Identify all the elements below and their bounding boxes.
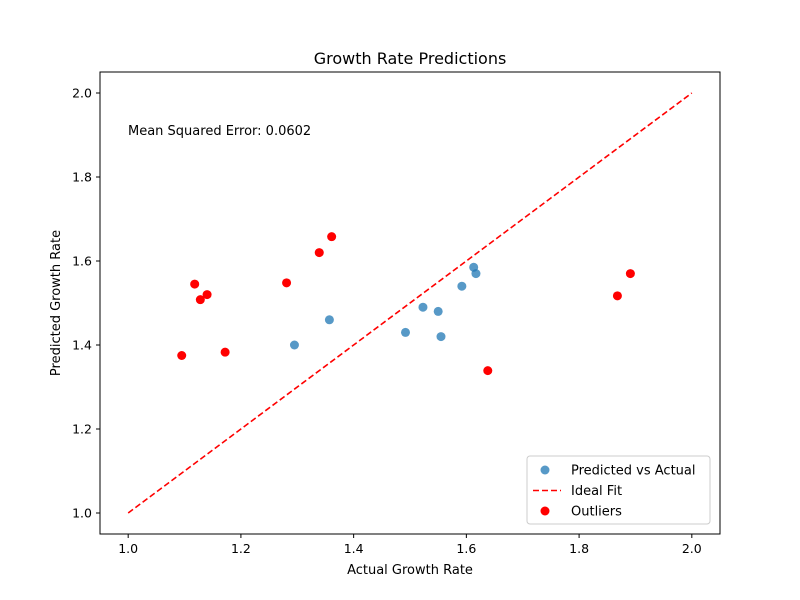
legend: Predicted vs Actual Ideal Fit Outliers <box>526 455 711 525</box>
predicted-point <box>418 302 428 312</box>
y-tick-label: 2.0 <box>72 86 92 101</box>
mse-annotation: Mean Squared Error: 0.0602 <box>128 124 311 139</box>
outlier-point <box>282 278 292 288</box>
y-tick-label: 1.2 <box>72 422 92 437</box>
x-tick-label: 1.6 <box>456 541 476 556</box>
legend-box <box>526 455 711 525</box>
predicted-point <box>289 340 299 350</box>
legend-marker-swatch <box>540 506 550 516</box>
outlier-point <box>483 366 493 376</box>
outlier-point <box>195 295 205 305</box>
outlier-point <box>625 269 635 279</box>
axis-ticks: 1.0 1.2 1.4 1.6 1.8 2.0 1.0 1.2 1.4 1.6 1.8 2.0 <box>72 86 702 557</box>
legend-label: Ideal Fit <box>571 484 622 499</box>
outlier-point <box>327 232 337 242</box>
legend-label: Outliers <box>571 505 622 520</box>
x-tick-label: 1.8 <box>569 541 589 556</box>
outlier-point <box>177 351 187 360</box>
legend-marker-swatch <box>540 465 550 475</box>
predicted-point <box>324 315 334 325</box>
y-tick-label: 1.0 <box>72 506 92 521</box>
y-tick-label: 1.4 <box>72 338 92 353</box>
predicted-point <box>400 327 410 337</box>
y-tick-label: 1.6 <box>72 254 92 269</box>
ideal-fit-line <box>127 92 693 514</box>
chart-title: Growth Rate Predictions <box>314 49 507 68</box>
outlier-point <box>202 290 212 300</box>
predicted-point <box>436 332 446 342</box>
x-tick-label: 1.2 <box>231 541 251 556</box>
x-tick-label: 1.0 <box>118 541 138 556</box>
predicted-point <box>457 281 467 291</box>
x-tick-label: 2.0 <box>682 541 702 556</box>
axes-frame <box>99 71 721 535</box>
x-tick-label: 1.4 <box>344 541 364 556</box>
y-tick-label: 1.8 <box>72 170 92 185</box>
y-axis-label: Predicted Growth Rate <box>49 230 64 376</box>
outlier-point <box>612 291 622 301</box>
predicted-point <box>433 306 443 316</box>
outlier-point <box>220 347 230 357</box>
plot-area <box>127 92 693 514</box>
outlier-point <box>190 279 200 289</box>
x-axis-label: Actual Growth Rate <box>347 563 473 578</box>
predicted-point <box>471 269 481 279</box>
legend-label: Predicted vs Actual <box>571 464 695 479</box>
outlier-point <box>314 248 324 258</box>
